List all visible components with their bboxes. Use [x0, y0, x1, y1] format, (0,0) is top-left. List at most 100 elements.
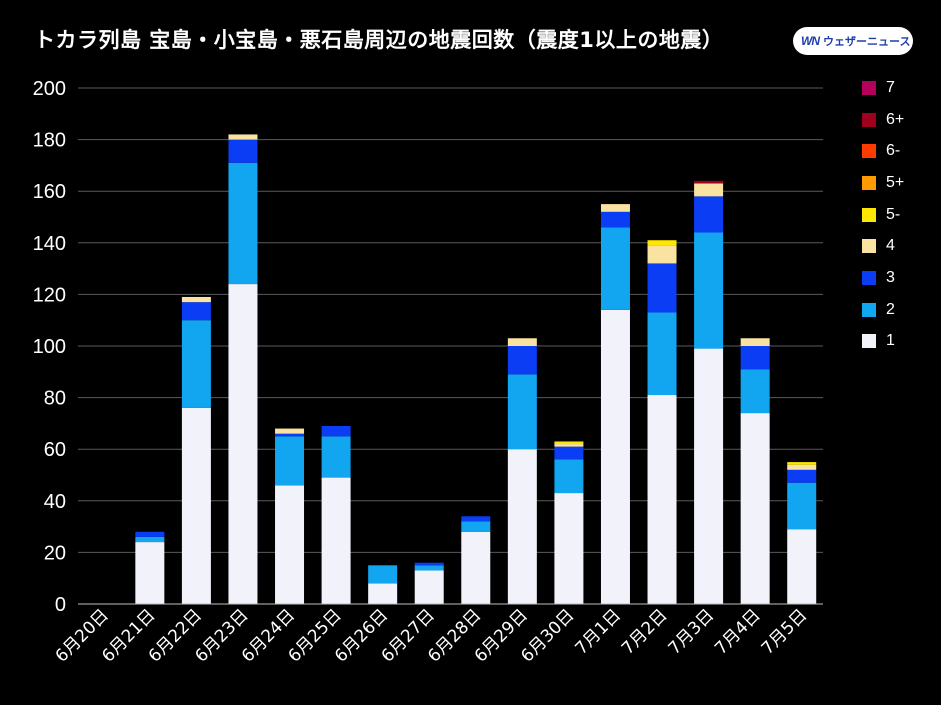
y-tick-label: 120	[33, 284, 66, 306]
legend-swatch	[862, 270, 876, 285]
y-tick-label: 60	[44, 439, 66, 461]
legend-label: 3	[886, 268, 895, 286]
y-tick-label: 80	[44, 388, 66, 410]
bar-segment	[321, 477, 351, 604]
legend-swatch	[862, 207, 876, 222]
x-tick-label: 7月3日	[665, 605, 718, 658]
bar-segment	[321, 425, 351, 437]
bar-segment	[554, 444, 584, 447]
bar-segment	[787, 464, 817, 470]
bar-segment	[414, 570, 444, 604]
x-tick-label: 7月1日	[572, 605, 625, 658]
bar-segment	[787, 469, 817, 483]
bar-segment	[461, 516, 491, 522]
legend-swatch	[862, 112, 876, 127]
weathernews-logo: WN ウェザーニュース	[793, 27, 913, 55]
bar-segment	[554, 493, 584, 604]
bar-segment	[600, 204, 630, 212]
legend-item: 4	[862, 235, 932, 257]
y-tick-label: 20	[44, 542, 66, 564]
bar-segment	[228, 162, 258, 285]
bar-segment	[694, 180, 724, 184]
bar-segment	[228, 134, 258, 140]
bar-segment	[787, 529, 817, 604]
legend-item: 5+	[862, 172, 932, 194]
bar-segment	[181, 302, 211, 321]
bar-segment	[368, 583, 398, 604]
bar-segment	[647, 312, 677, 396]
bar-segment	[694, 232, 724, 349]
legend-item: 2	[862, 299, 932, 321]
bar-segment	[694, 183, 724, 197]
bar-segment	[321, 436, 351, 478]
bar-segment	[647, 395, 677, 604]
bar-segment	[600, 227, 630, 310]
bar-segment	[181, 407, 211, 604]
bar-segment	[554, 441, 584, 445]
legend-swatch	[862, 239, 876, 254]
bar-segment	[414, 562, 444, 566]
legend-item: 7	[862, 77, 932, 99]
legend-swatch	[862, 302, 876, 317]
bar-segment	[507, 346, 537, 375]
bar-segment	[275, 428, 305, 434]
bar-segment	[181, 320, 211, 408]
bar-segment	[461, 521, 491, 532]
legend-item: 1	[862, 331, 932, 353]
bar-segment	[787, 482, 817, 530]
legend-swatch	[862, 175, 876, 190]
legend-label: 5+	[886, 173, 905, 191]
legend-swatch	[862, 144, 876, 159]
bar-segment	[507, 338, 537, 346]
bar-segment	[228, 284, 258, 604]
bar-segment	[554, 446, 584, 460]
bar-segment	[600, 211, 630, 228]
y-tick-label: 200	[33, 78, 66, 100]
legend-label: 7	[886, 78, 895, 96]
legend-item: 6-	[862, 140, 932, 162]
bar-segment	[275, 485, 305, 604]
bar-segment	[414, 565, 444, 571]
bar-segment	[694, 196, 724, 233]
logo-mark: WN	[801, 34, 820, 48]
bar-segment	[600, 309, 630, 604]
bar-segment	[647, 240, 677, 246]
bar-segment	[647, 263, 677, 313]
legend-item: 6+	[862, 109, 932, 131]
bar-segment	[135, 531, 165, 537]
bar-segment	[275, 436, 305, 486]
bar-segment	[507, 449, 537, 604]
bar-segment	[461, 531, 491, 604]
bar-segment	[740, 346, 770, 370]
bar-segment	[647, 245, 677, 264]
y-tick-label: 180	[33, 130, 66, 152]
bar-segment	[554, 459, 584, 494]
y-tick-label: 0	[55, 594, 66, 616]
legend-item: 3	[862, 267, 932, 289]
bar-segment	[740, 338, 770, 346]
x-tick-label: 7月2日	[618, 605, 671, 658]
legend: 7 6+ 6- 5+ 5- 4 3 2 1	[862, 77, 932, 362]
bar-segment	[228, 139, 258, 163]
bar-segment	[275, 433, 305, 437]
legend-label: 5-	[886, 205, 901, 223]
y-tick-label: 140	[33, 233, 66, 255]
legend-swatch	[862, 334, 876, 349]
x-tick-label: 7月5日	[758, 605, 811, 658]
legend-label: 6-	[886, 142, 901, 160]
legend-swatch	[862, 80, 876, 95]
chart-title: トカラ列島 宝島・小宝島・悪石島周辺の地震回数（震度1以上の地震）	[34, 28, 724, 52]
legend-label: 6+	[886, 110, 905, 128]
bar-segment	[787, 462, 817, 465]
y-tick-label: 40	[44, 491, 66, 513]
y-tick-label: 160	[33, 181, 66, 203]
bar-segment	[135, 542, 165, 604]
bar-segment	[135, 536, 165, 543]
bar-segment	[694, 348, 724, 604]
legend-label: 1	[886, 332, 895, 350]
logo-text: ウェザーニュース	[823, 35, 911, 48]
bar-segment	[507, 374, 537, 450]
y-tick-label: 100	[33, 336, 66, 358]
x-tick-label: 7月4日	[711, 605, 764, 658]
